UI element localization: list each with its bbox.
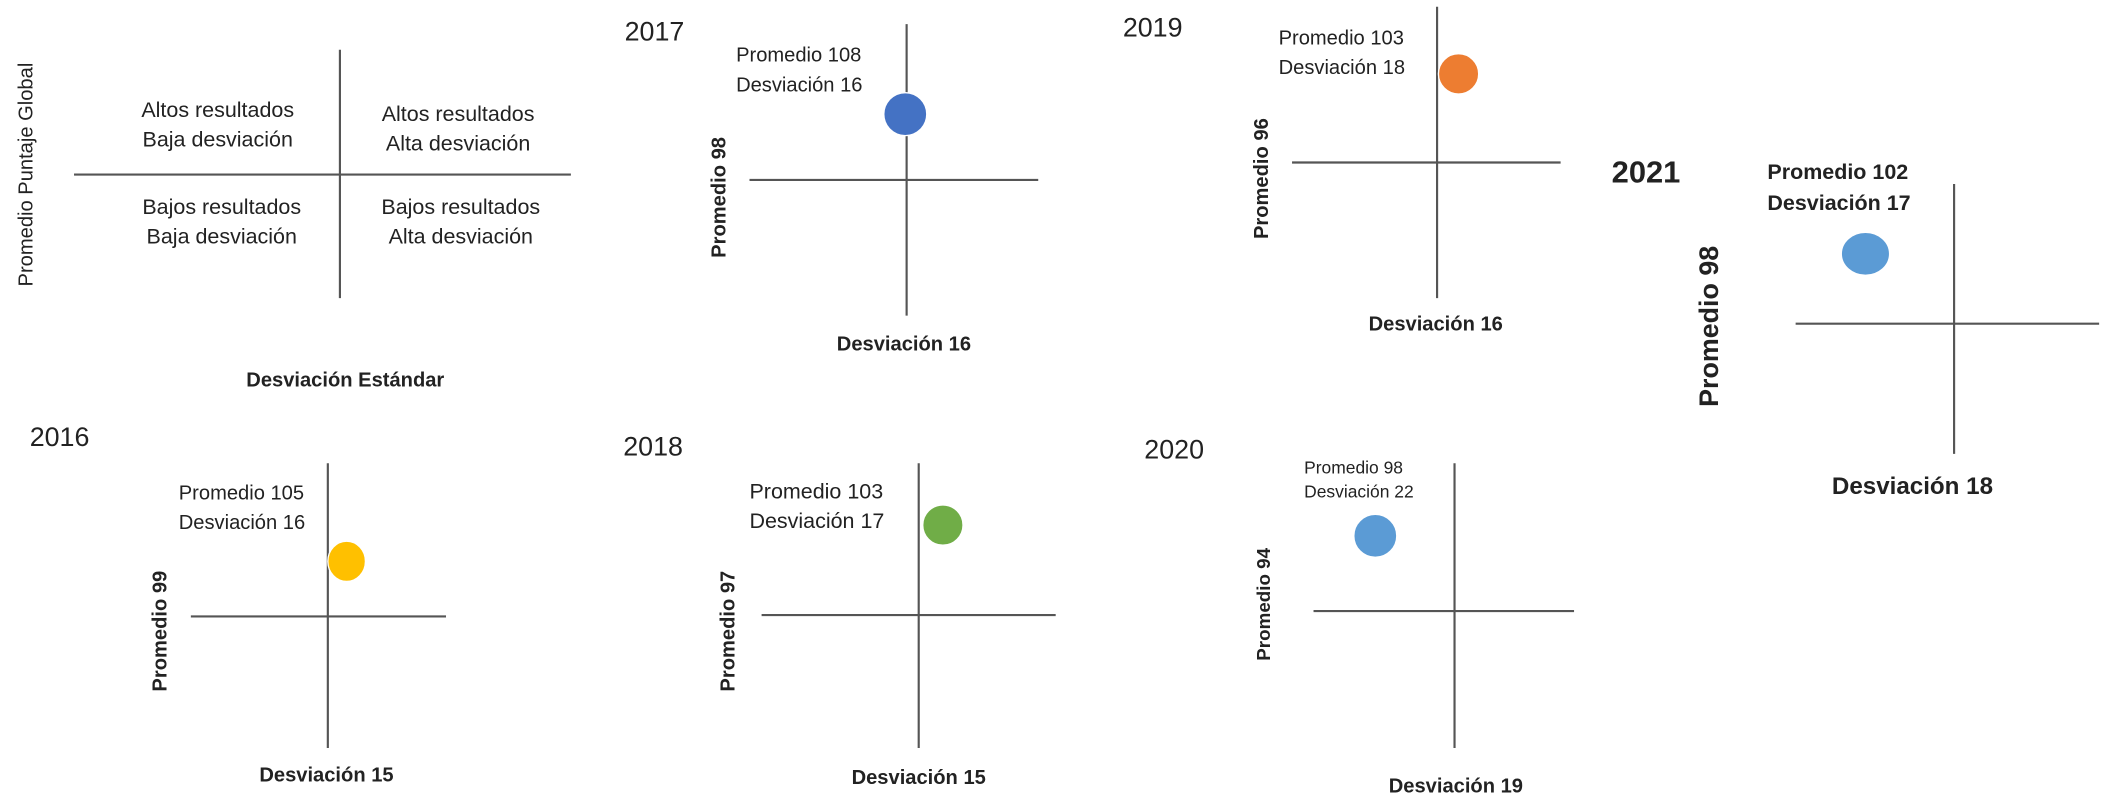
- point-label: Promedio 105: [179, 483, 304, 505]
- y-axis-label: Promedio 98: [1694, 246, 1724, 407]
- data-point: [922, 504, 964, 546]
- quadrant-label: Altos resultados: [382, 102, 535, 126]
- panel-year: 2021: [1612, 155, 1681, 190]
- legend-x-label: Desviación Estándar: [246, 370, 444, 392]
- data-point: [883, 91, 928, 137]
- data-point: [1353, 513, 1398, 558]
- point-label: Desviación 16: [179, 512, 305, 534]
- y-axis-label: Promedio 97: [718, 571, 740, 692]
- quadrant-label: Alta desviación: [389, 224, 533, 248]
- point-label: Desviación 16: [736, 74, 862, 96]
- quadrant-label: Bajos resultados: [142, 195, 301, 219]
- quadrant-label: Baja desviación: [147, 224, 297, 248]
- point-label: Desviación 22: [1304, 481, 1414, 501]
- x-axis-label: Desviación 16: [837, 333, 971, 355]
- panel-year: 2018: [623, 432, 683, 462]
- data-point: [327, 540, 367, 583]
- x-axis-label: Desviación 15: [852, 767, 986, 789]
- x-axis-label: Desviación 18: [1832, 473, 1993, 500]
- y-axis-label: Promedio 94: [1253, 547, 1274, 660]
- y-axis-label: Promedio 98: [708, 137, 730, 258]
- y-axis-label: Promedio 99: [150, 571, 172, 692]
- legend-y-label: Promedio Puntaje Global: [15, 63, 37, 287]
- quadrant-label: Baja desviación: [143, 128, 293, 152]
- panel-year: 2017: [625, 17, 685, 47]
- point-label: Promedio 103: [750, 480, 884, 504]
- point-label: Promedio 108: [736, 45, 861, 67]
- point-label: Desviación 17: [1767, 191, 1910, 215]
- point-label: Desviación 17: [750, 509, 885, 533]
- panel-year: 2019: [1123, 13, 1183, 43]
- quadrant-label: Alta desviación: [386, 132, 530, 156]
- x-axis-label: Desviación 19: [1389, 775, 1523, 795]
- point-label: Promedio 103: [1279, 27, 1404, 49]
- quadrant-label: Altos resultados: [141, 98, 294, 122]
- data-point: [1840, 231, 1891, 276]
- panel-year: 2016: [30, 422, 90, 452]
- x-axis-label: Desviación 16: [1369, 313, 1503, 335]
- x-axis-label: Desviación 15: [259, 765, 393, 787]
- panel-year: 2020: [1144, 434, 1204, 464]
- y-axis-label: Promedio 96: [1251, 118, 1273, 239]
- point-label: Promedio 98: [1304, 457, 1403, 477]
- point-label: Desviación 18: [1279, 57, 1405, 79]
- point-label: Promedio 102: [1767, 160, 1908, 184]
- data-point: [1437, 53, 1480, 95]
- quadrant-label: Bajos resultados: [381, 195, 540, 219]
